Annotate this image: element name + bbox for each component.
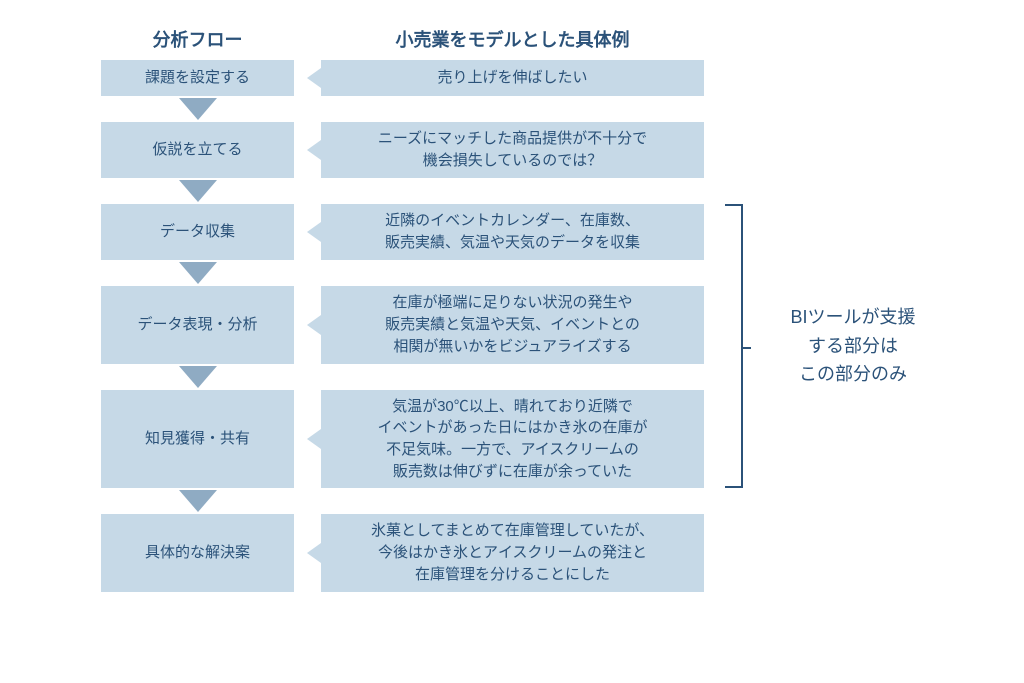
example-step: ニーズにマッチした商品提供が不十分で 機会損失しているのでは？ bbox=[321, 122, 704, 178]
right-column-header: 小売業をモデルとした具体例 bbox=[321, 26, 704, 52]
flow-step: データ収集 bbox=[101, 204, 294, 260]
flow-arrow-icon bbox=[179, 490, 217, 512]
flow-step: 具体的な解決案 bbox=[101, 514, 294, 592]
diagram-canvas: 分析フロー 小売業をモデルとした具体例 課題を設定する売り上げを伸ばしたい仮説を… bbox=[0, 0, 1024, 683]
left-column-header: 分析フロー bbox=[101, 26, 294, 52]
example-pointer-icon bbox=[307, 543, 321, 563]
bracket-nub bbox=[741, 347, 751, 350]
example-pointer-icon bbox=[307, 315, 321, 335]
flow-arrow-icon bbox=[179, 262, 217, 284]
example-step: 在庫が極端に足りない状況の発生や 販売実績と気温や天気、イベントとの 相関が無い… bbox=[321, 286, 704, 364]
example-step: 近隣のイベントカレンダー、在庫数、 販売実績、気温や天気のデータを収集 bbox=[321, 204, 704, 260]
flow-arrow-icon bbox=[179, 180, 217, 202]
example-step: 売り上げを伸ばしたい bbox=[321, 60, 704, 96]
example-pointer-icon bbox=[307, 140, 321, 160]
example-pointer-icon bbox=[307, 222, 321, 242]
flow-step: 仮説を立てる bbox=[101, 122, 294, 178]
example-step: 氷菓としてまとめて在庫管理していたが、 今後はかき氷とアイスクリームの発注と 在… bbox=[321, 514, 704, 592]
flow-step: 課題を設定する bbox=[101, 60, 294, 96]
flow-step: データ表現・分析 bbox=[101, 286, 294, 364]
flow-arrow-icon bbox=[179, 98, 217, 120]
bracket bbox=[725, 204, 743, 488]
example-pointer-icon bbox=[307, 68, 321, 88]
flow-arrow-icon bbox=[179, 366, 217, 388]
flow-step: 知見獲得・共有 bbox=[101, 390, 294, 488]
example-step: 気温が30℃以上、晴れており近隣で イベントがあった日にはかき氷の在庫が 不足気… bbox=[321, 390, 704, 488]
example-pointer-icon bbox=[307, 429, 321, 449]
annotation-text: BIツールが支援 する部分は この部分のみ bbox=[768, 303, 938, 389]
